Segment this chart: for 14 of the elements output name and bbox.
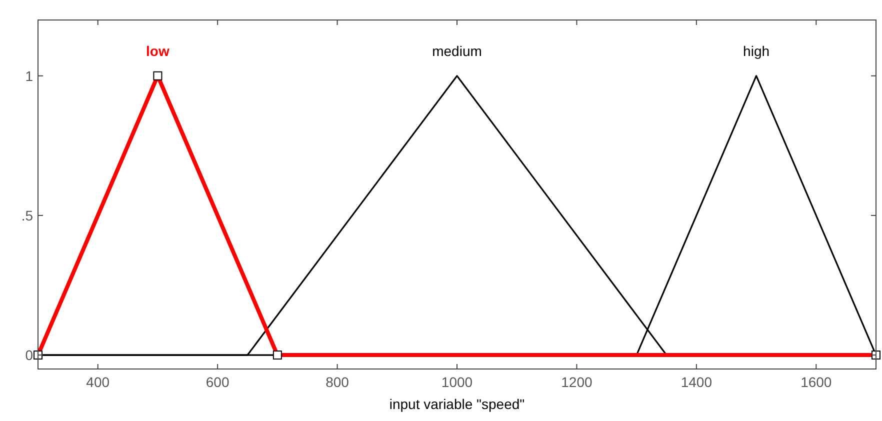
x-tick-label: 1200 xyxy=(561,374,592,390)
y-tick-label: 0 xyxy=(25,347,34,364)
x-tick-label: 1600 xyxy=(800,374,832,390)
x-tick-label: 1000 xyxy=(441,374,473,390)
series-label: high xyxy=(743,43,770,59)
y-tick-label: 1 xyxy=(25,68,34,84)
x-tick-label: 800 xyxy=(326,374,350,390)
x-tick-label: 600 xyxy=(206,374,230,390)
x-axis-title: input variable "speed" xyxy=(389,396,525,412)
x-tick-label: 400 xyxy=(86,374,110,390)
y-tick-label: .5 xyxy=(21,207,34,224)
series-label: low xyxy=(146,43,170,59)
x-tick-label: 1400 xyxy=(680,374,712,390)
series-label: medium xyxy=(432,43,482,59)
